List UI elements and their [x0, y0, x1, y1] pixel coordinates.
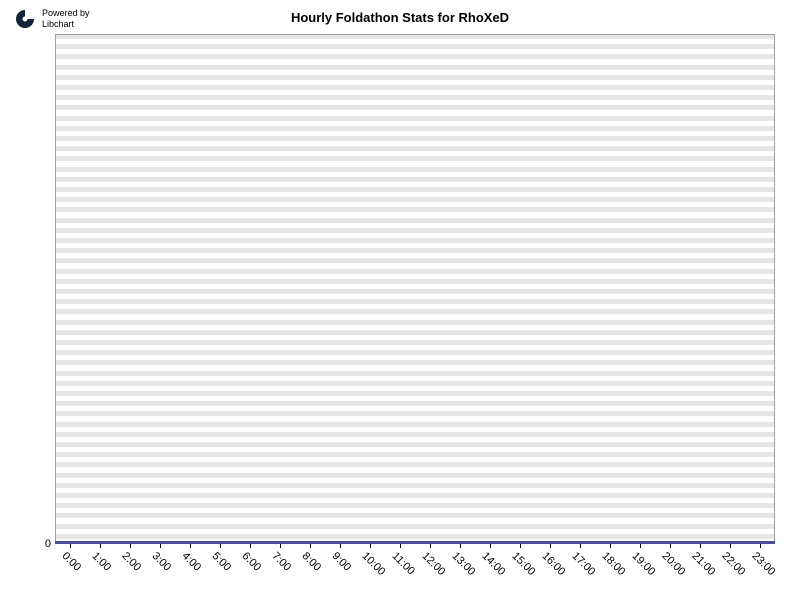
x-tick-mark — [550, 544, 551, 548]
x-tick-label: 2:00 — [120, 550, 144, 574]
x-tick-mark — [700, 544, 701, 548]
x-tick-mark — [70, 544, 71, 548]
x-tick-mark — [310, 544, 311, 548]
x-tick-mark — [340, 544, 341, 548]
x-tick-mark — [610, 544, 611, 548]
x-tick-label: 3:00 — [150, 550, 174, 574]
x-tick-mark — [160, 544, 161, 548]
x-tick-label: 1:00 — [90, 550, 114, 574]
x-tick-mark — [190, 544, 191, 548]
x-tick-mark — [430, 544, 431, 548]
y-tick-label: 0 — [37, 538, 51, 550]
x-tick-mark — [250, 544, 251, 548]
x-tick-mark — [370, 544, 371, 548]
series-line — [55, 541, 775, 544]
x-tick-label: 4:00 — [180, 550, 204, 574]
x-tick-mark — [520, 544, 521, 548]
x-tick-label: 8:00 — [300, 550, 324, 574]
x-tick-mark — [730, 544, 731, 548]
x-tick-label: 23:00 — [750, 550, 778, 578]
x-tick-label: 12:00 — [420, 550, 448, 578]
x-tick-label: 5:00 — [210, 550, 234, 574]
chart-title: Hourly Foldathon Stats for RhoXeD — [0, 10, 800, 25]
x-tick-mark — [490, 544, 491, 548]
x-tick-label: 19:00 — [630, 550, 658, 578]
x-tick-label: 17:00 — [570, 550, 598, 578]
x-tick-label: 13:00 — [450, 550, 478, 578]
x-tick-label: 18:00 — [600, 550, 628, 578]
x-tick-mark — [100, 544, 101, 548]
x-tick-label: 11:00 — [390, 550, 417, 577]
x-tick-label: 10:00 — [360, 550, 388, 578]
x-tick-label: 21:00 — [690, 550, 718, 578]
x-tick-mark — [220, 544, 221, 548]
x-tick-mark — [670, 544, 671, 548]
x-tick-label: 7:00 — [270, 550, 294, 574]
x-tick-mark — [640, 544, 641, 548]
x-tick-label: 9:00 — [330, 550, 354, 574]
x-tick-label: 22:00 — [720, 550, 748, 578]
x-tick-mark — [580, 544, 581, 548]
x-tick-label: 14:00 — [480, 550, 508, 578]
x-tick-label: 15:00 — [510, 550, 538, 578]
x-tick-label: 16:00 — [540, 550, 568, 578]
plot-area — [55, 34, 775, 544]
x-tick-mark — [280, 544, 281, 548]
x-tick-label: 6:00 — [240, 550, 264, 574]
x-tick-mark — [460, 544, 461, 548]
x-tick-mark — [130, 544, 131, 548]
chart-container: { "branding": { "powered_by_line1": "Pow… — [0, 0, 800, 600]
x-tick-mark — [400, 544, 401, 548]
x-tick-label: 20:00 — [660, 550, 688, 578]
plot-border — [55, 34, 775, 544]
x-tick-mark — [760, 544, 761, 548]
x-tick-label: 0:00 — [60, 550, 84, 574]
